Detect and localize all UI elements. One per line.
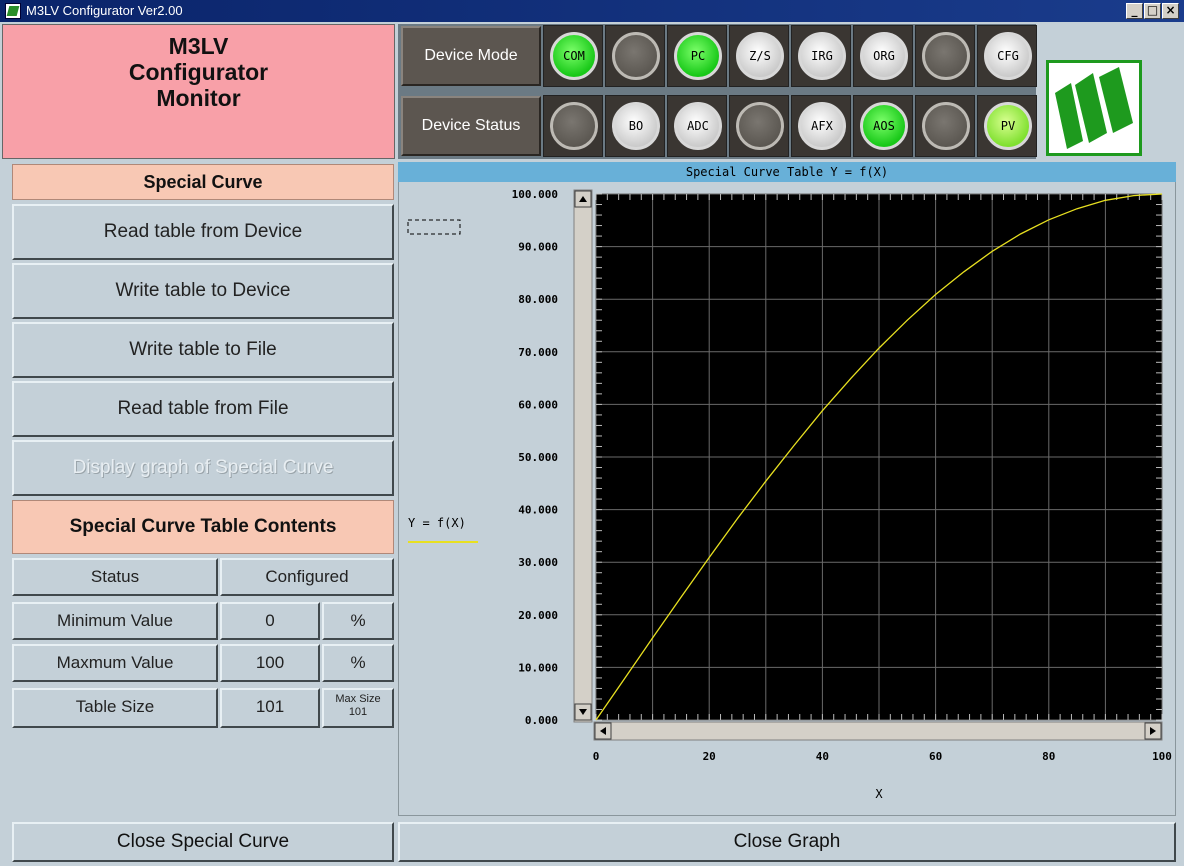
status-value-cell: Configured [220,558,394,596]
special-curve-chart: Y = f(X) 0.000 10.000 20.000 30.000 40.000 50.… [407,188,1172,801]
window-titlebar[interactable]: M3LV Configurator Ver2.00 _ □ × [0,0,1184,22]
y-tick-label: 20.000 [518,609,558,622]
x-tick-label: 80 [1042,750,1055,763]
maximum-value-cell: 100 [220,644,320,682]
x-axis-label: X [875,787,883,801]
device-mode-label: Device Mode [401,26,541,86]
cfg-indicator-led: CFG [984,32,1032,80]
y-tick-label: 40.000 [518,504,558,517]
maximize-button[interactable]: □ [1144,3,1161,19]
x-tick-label: 40 [816,750,829,763]
adc-indicator-led: ADC [674,102,722,150]
maximum-unit-cell: % [322,644,394,682]
read-table-from-device-button[interactable]: Read table from Device [12,204,394,260]
device-status-label: Device Status [401,96,541,156]
app-title-line3: Monitor [156,85,241,111]
write-table-to-file-button[interactable]: Write table to File [12,322,394,378]
logo-mark-icon [1055,67,1133,149]
mode-led-cell-2: PC [667,25,727,87]
scroll-left-arrow-icon [600,727,606,735]
x-tick-label: 100 [1152,750,1172,763]
aos-indicator-led: AOS [860,102,908,150]
display-graph-button[interactable]: Display graph of Special Curve [12,440,394,496]
y-tick-label: 50.000 [518,451,558,464]
write-table-to-device-button[interactable]: Write table to Device [12,263,394,319]
irg-indicator-led: IRG [798,32,846,80]
app-icon[interactable] [5,3,21,19]
unlabeled-indicator-led [550,102,598,150]
y-tick-label: 30.000 [518,556,558,569]
status-led-cell-6 [915,95,975,157]
mode-led-cell-5: ORG [853,25,913,87]
scroll-right-arrow-icon [1150,727,1156,735]
mode-led-cell-4: IRG [791,25,851,87]
status-led-cell-5: AOS [853,95,913,157]
status-led-cell-2: ADC [667,95,727,157]
max-size-value: 101 [348,706,368,718]
special-curve-section-title: Special Curve [12,164,394,200]
x-tick-label: 0 [593,750,600,763]
y-tick-label: 80.000 [518,293,558,306]
company-logo [1046,60,1142,156]
status-label-cell: Status [12,558,218,596]
legend-placeholder-box [407,219,461,235]
status-led-cell-0 [543,95,603,157]
table-size-label: Table Size [12,688,218,728]
bo-indicator-led: BO [612,102,660,150]
mode-led-cell-7: CFG [977,25,1037,87]
unlabeled-indicator-led [922,102,970,150]
status-led-cell-3 [729,95,789,157]
y-tick-label: 10.000 [518,661,558,674]
y-tick-label: 70.000 [518,346,558,359]
y-tick-label: 100.000 [512,188,558,201]
max-size-label: Max Size [335,693,381,705]
y-tick-label: 90.000 [518,241,558,254]
x-tick-label: 20 [703,750,716,763]
unlabeled-indicator-led [612,32,660,80]
mode-led-cell-1 [605,25,665,87]
vertical-scrollbar[interactable] [573,189,593,723]
max-size-cell: Max Size 101 [322,688,394,728]
unlabeled-indicator-led [922,32,970,80]
maximum-value-label: Maxmum Value [12,644,218,682]
zs-indicator-led: Z/S [736,32,784,80]
mode-led-cell-3: Z/S [729,25,789,87]
legend-label: Y = f(X) [408,516,466,530]
org-indicator-led: ORG [860,32,908,80]
x-tick-label: 60 [929,750,942,763]
pc-indicator-led: PC [674,32,722,80]
read-table-from-file-button[interactable]: Read table from File [12,381,394,437]
horizontal-scrollbar[interactable] [593,721,1163,741]
close-window-button[interactable]: × [1162,3,1179,19]
window-title: M3LV Configurator Ver2.00 [26,3,183,18]
mode-led-cell-0: COM [543,25,603,87]
mode-led-cell-6 [915,25,975,87]
pv-indicator-led: PV [984,102,1032,150]
afx-indicator-led: AFX [798,102,846,150]
close-special-curve-button[interactable]: Close Special Curve [12,822,394,862]
y-tick-label: 60.000 [518,398,558,411]
status-led-cell-7: PV [977,95,1037,157]
scroll-down-arrow-icon [579,709,587,715]
scroll-up-arrow-icon [579,196,587,202]
y-tick-label: 0.000 [525,714,558,727]
app-title-line2: Configurator [128,59,269,85]
graph-title: Special Curve Table Y = f(X) [398,162,1176,182]
status-led-cell-1: BO [605,95,665,157]
app-title-line1: M3LV [168,33,229,59]
minimize-button[interactable]: _ [1126,3,1143,19]
series-line-0 [595,193,1163,721]
com-indicator-led: COM [550,32,598,80]
minimum-value-label: Minimum Value [12,602,218,640]
table-contents-title: Special Curve Table Contents [12,500,394,554]
unlabeled-indicator-led [736,102,784,150]
status-led-cell-4: AFX [791,95,851,157]
minimum-value-cell: 0 [220,602,320,640]
app-title-panel: M3LV Configurator Monitor [2,24,395,159]
table-size-cell: 101 [220,688,320,728]
close-graph-button[interactable]: Close Graph [398,822,1176,862]
minimum-unit-cell: % [322,602,394,640]
